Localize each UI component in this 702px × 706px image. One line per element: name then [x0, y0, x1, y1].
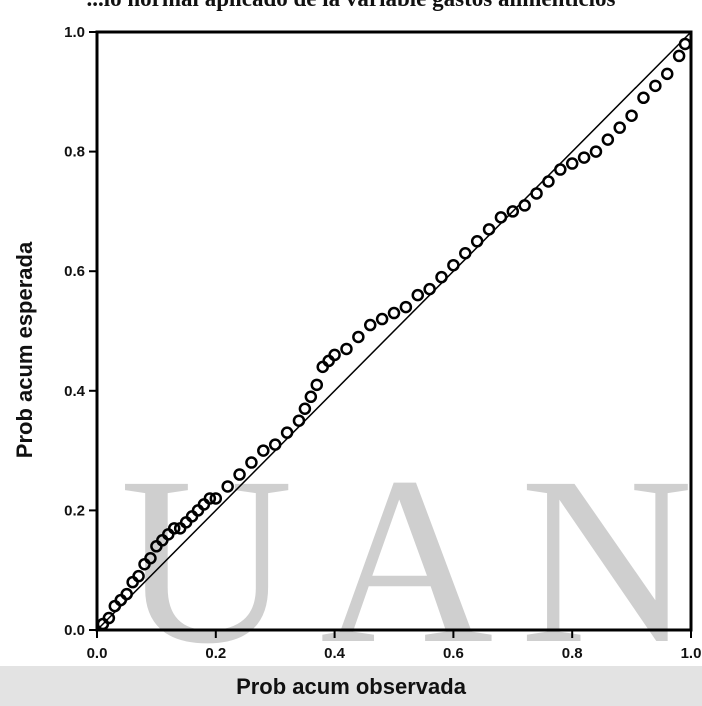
- data-point: [268, 438, 282, 451]
- data-point: [494, 211, 508, 224]
- data-point: [565, 157, 579, 170]
- data-point: [179, 516, 193, 529]
- data-point: [162, 528, 175, 541]
- data-point: [470, 235, 484, 248]
- y-axis-label: Prob acum esperada: [12, 241, 37, 458]
- data-point: [185, 510, 199, 523]
- x-tick-label: 0.8: [562, 645, 583, 662]
- data-point: [132, 569, 145, 583]
- x-tick-label: 0.4: [324, 645, 346, 662]
- data-point: [328, 348, 341, 362]
- data-point: [126, 575, 139, 589]
- data-point: [375, 312, 389, 326]
- plot-area-frame: [95, 30, 693, 632]
- data-point: [482, 223, 496, 236]
- y-tick-label: 0.6: [64, 263, 85, 280]
- data-point: [459, 247, 472, 260]
- y-tick-label: 0.0: [64, 622, 85, 639]
- data-point: [298, 402, 312, 415]
- data-point: [138, 557, 151, 571]
- y-tick-label: 0.2: [64, 502, 85, 519]
- data-point: [554, 163, 567, 176]
- data-point: [542, 175, 555, 188]
- x-tick-label: 0.2: [205, 645, 226, 662]
- data-point: [352, 330, 365, 344]
- data-point: [144, 551, 157, 565]
- data-point: [120, 587, 133, 601]
- x-tick-label: 1.0: [681, 645, 702, 662]
- data-point: [678, 37, 692, 51]
- data-point: [399, 300, 413, 314]
- y-tick-label: 0.4: [64, 383, 86, 400]
- data-point: [167, 522, 181, 535]
- data-point: [221, 480, 234, 493]
- data-point: [203, 492, 217, 505]
- data-point: [411, 288, 425, 302]
- data-point: [304, 390, 318, 404]
- data-point: [601, 133, 615, 146]
- data-point: [672, 49, 686, 63]
- data-point: [197, 498, 211, 511]
- x-tick-label: 0.0: [87, 645, 108, 662]
- data-point: [233, 468, 246, 481]
- y-tick-label: 0.8: [64, 144, 85, 161]
- data-point: [156, 534, 169, 547]
- data-point: [102, 611, 116, 625]
- y-tick-label: 1.0: [64, 24, 85, 41]
- data-point: [209, 492, 223, 505]
- data-point: [108, 599, 122, 613]
- data-point: [310, 378, 324, 392]
- data-point: [316, 360, 329, 374]
- data-point: [280, 426, 294, 439]
- data-point: [363, 318, 377, 332]
- x-tick-label: 0.6: [443, 645, 464, 662]
- data-point: [245, 456, 258, 469]
- data-point: [340, 342, 353, 356]
- data-point: [660, 67, 674, 81]
- data-point: [506, 205, 520, 218]
- data-point: [423, 282, 436, 296]
- data-point: [577, 151, 591, 164]
- data-point: [518, 199, 531, 212]
- data-point: [625, 109, 638, 122]
- data-point: [435, 270, 448, 284]
- data-point: [387, 306, 401, 320]
- data-point: [589, 145, 603, 158]
- data-point: [292, 414, 306, 427]
- x-axis-label: Prob acum observada: [236, 674, 466, 699]
- data-point: [649, 79, 662, 93]
- data-point: [613, 121, 626, 134]
- data-point: [191, 504, 205, 517]
- reference-line: [96, 31, 692, 631]
- data-point: [637, 91, 650, 105]
- data-point: [322, 354, 335, 368]
- bottom-band: [0, 666, 702, 706]
- data-point: [447, 258, 460, 272]
- data-point: [150, 540, 163, 553]
- chart-title: ...lo normal aplicado de la variable gas…: [0, 0, 702, 12]
- data-point: [530, 187, 543, 200]
- data-point: [257, 444, 270, 457]
- data-point: [114, 593, 128, 607]
